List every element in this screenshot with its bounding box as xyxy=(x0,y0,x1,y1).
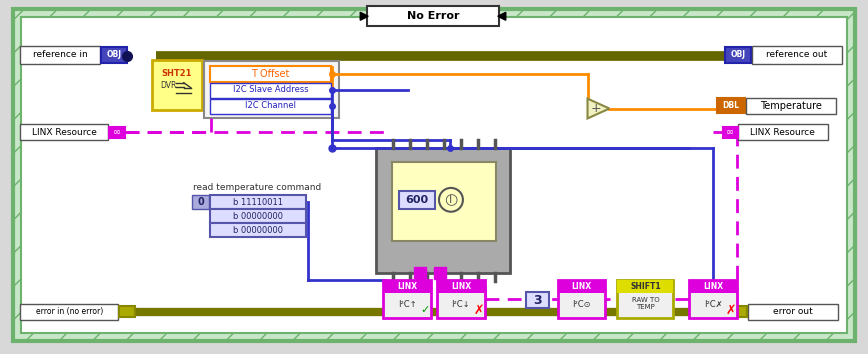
Text: error in (no error): error in (no error) xyxy=(36,307,102,316)
FancyBboxPatch shape xyxy=(119,307,135,318)
FancyBboxPatch shape xyxy=(437,280,485,318)
Text: LINX Resource: LINX Resource xyxy=(32,128,96,137)
FancyBboxPatch shape xyxy=(722,127,738,138)
FancyBboxPatch shape xyxy=(617,280,674,318)
FancyBboxPatch shape xyxy=(392,162,496,241)
Circle shape xyxy=(439,188,463,212)
FancyBboxPatch shape xyxy=(752,46,842,64)
Text: b 00000000: b 00000000 xyxy=(233,225,283,235)
Text: SHT21: SHT21 xyxy=(161,69,192,78)
FancyBboxPatch shape xyxy=(746,98,836,114)
FancyBboxPatch shape xyxy=(437,280,485,293)
FancyBboxPatch shape xyxy=(20,46,100,64)
Text: reference out: reference out xyxy=(766,51,827,59)
Polygon shape xyxy=(497,12,506,20)
Polygon shape xyxy=(360,12,368,20)
Text: SHIFT1: SHIFT1 xyxy=(630,282,661,291)
Text: DBL: DBL xyxy=(722,101,740,110)
Text: 600: 600 xyxy=(405,195,429,205)
Text: LINX: LINX xyxy=(703,282,723,291)
FancyBboxPatch shape xyxy=(399,191,435,209)
Text: DVR: DVR xyxy=(161,81,177,90)
Text: LINX Resource: LINX Resource xyxy=(751,128,815,137)
FancyBboxPatch shape xyxy=(193,195,209,209)
FancyBboxPatch shape xyxy=(617,280,674,293)
Text: OBJ: OBJ xyxy=(731,51,746,59)
Text: ✗: ✗ xyxy=(474,303,484,316)
FancyBboxPatch shape xyxy=(210,66,332,82)
FancyBboxPatch shape xyxy=(367,6,499,26)
FancyBboxPatch shape xyxy=(210,209,306,223)
Text: ✓: ✓ xyxy=(420,305,430,315)
FancyBboxPatch shape xyxy=(383,280,431,293)
FancyBboxPatch shape xyxy=(689,280,737,318)
FancyBboxPatch shape xyxy=(20,304,118,320)
Text: I²C↓: I²C↓ xyxy=(451,300,470,309)
FancyBboxPatch shape xyxy=(13,9,855,341)
FancyBboxPatch shape xyxy=(20,124,108,140)
FancyBboxPatch shape xyxy=(101,46,128,63)
Text: T Offset: T Offset xyxy=(252,69,290,79)
Text: I2C Channel: I2C Channel xyxy=(245,101,296,110)
FancyBboxPatch shape xyxy=(738,124,828,140)
Text: OBJ: OBJ xyxy=(107,51,122,59)
FancyBboxPatch shape xyxy=(383,280,431,318)
Text: 3: 3 xyxy=(533,293,542,307)
FancyBboxPatch shape xyxy=(22,17,846,333)
Text: LINX: LINX xyxy=(450,282,471,291)
Text: LINX: LINX xyxy=(397,282,418,291)
Text: RAW TO
TEMP: RAW TO TEMP xyxy=(632,297,659,309)
Text: No Error: No Error xyxy=(407,11,459,21)
Text: ∞: ∞ xyxy=(726,127,734,137)
Text: ○: ○ xyxy=(444,192,457,207)
FancyBboxPatch shape xyxy=(733,307,747,318)
FancyBboxPatch shape xyxy=(376,148,510,273)
Text: I²C⊙: I²C⊙ xyxy=(572,300,591,309)
Text: I²C↑: I²C↑ xyxy=(398,300,417,309)
FancyBboxPatch shape xyxy=(557,280,606,293)
Text: reference in: reference in xyxy=(33,51,88,59)
Text: error out: error out xyxy=(773,307,812,316)
FancyBboxPatch shape xyxy=(748,304,838,320)
FancyBboxPatch shape xyxy=(210,83,332,98)
Text: ✗: ✗ xyxy=(726,303,736,316)
Text: LINX: LINX xyxy=(571,282,592,291)
Text: I2C Slave Address: I2C Slave Address xyxy=(233,85,308,94)
FancyBboxPatch shape xyxy=(717,98,746,113)
FancyBboxPatch shape xyxy=(557,280,606,318)
Text: Temperature: Temperature xyxy=(760,101,822,110)
Text: b 00000000: b 00000000 xyxy=(233,212,283,221)
FancyBboxPatch shape xyxy=(689,280,737,293)
FancyBboxPatch shape xyxy=(526,292,549,308)
Text: +: + xyxy=(590,102,601,115)
Text: 0: 0 xyxy=(197,197,204,207)
FancyBboxPatch shape xyxy=(725,46,752,63)
Polygon shape xyxy=(588,99,609,119)
Text: I: I xyxy=(450,195,452,205)
Text: I²C✗: I²C✗ xyxy=(704,300,722,309)
Text: read temperature command: read temperature command xyxy=(193,183,321,193)
FancyBboxPatch shape xyxy=(210,99,332,114)
Text: b 11110011: b 11110011 xyxy=(233,198,283,207)
FancyBboxPatch shape xyxy=(210,223,306,237)
FancyBboxPatch shape xyxy=(152,60,201,109)
FancyBboxPatch shape xyxy=(210,195,306,209)
FancyBboxPatch shape xyxy=(108,127,126,138)
Text: ∞: ∞ xyxy=(113,127,121,137)
FancyBboxPatch shape xyxy=(204,61,339,119)
